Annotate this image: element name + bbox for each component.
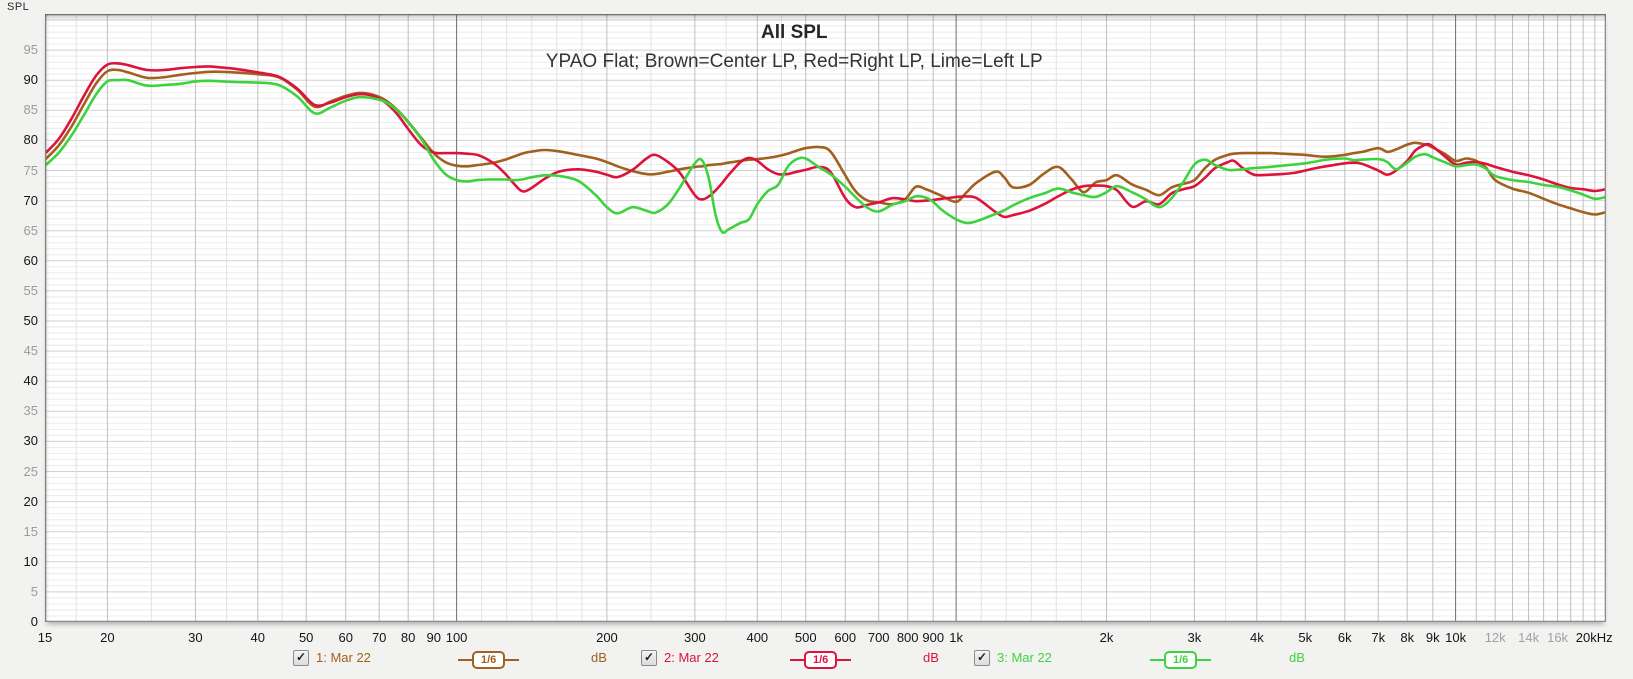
- x-tick-label: 100: [445, 630, 468, 645]
- x-tick-label: 7k: [1371, 630, 1386, 645]
- x-tick-label: 12k: [1484, 630, 1506, 645]
- legend-line-left-icon: [1150, 659, 1164, 661]
- legend-unit-1: dB: [591, 650, 607, 665]
- y-tick-label: 90: [23, 72, 38, 88]
- y-tick-label: 0: [30, 614, 38, 629]
- legend-label-1: 1: Mar 22: [316, 650, 371, 665]
- y-tick-label: 50: [23, 313, 38, 328]
- x-tick-label: 200: [596, 630, 618, 645]
- x-tick-label: 50: [298, 630, 314, 645]
- x-tick-label: 700: [867, 630, 890, 645]
- y-tick-label: 30: [23, 433, 38, 449]
- x-tick-label: 400: [746, 630, 769, 645]
- x-tick-label: 8k: [1400, 630, 1415, 645]
- x-tick-label: 80: [400, 630, 416, 645]
- legend-label-3: 3: Mar 22: [997, 650, 1052, 665]
- legend-unit-3: dB: [1289, 650, 1305, 665]
- x-tick-label: 16k: [1547, 630, 1569, 645]
- y-tick-label: 75: [23, 162, 38, 178]
- y-tick-label: 60: [23, 252, 38, 268]
- y-axis-title: SPL: [7, 1, 30, 13]
- x-tick-label: 40: [250, 630, 266, 645]
- legend-checkbox-1[interactable]: ✓: [293, 650, 309, 666]
- y-tick-label: 55: [23, 282, 38, 298]
- y-tick-label: 20: [23, 493, 38, 509]
- smoothing-badge-1[interactable]: 1/6: [458, 651, 520, 669]
- chart-subtitle: YPAO Flat; Brown=Center LP, Red=Right LP…: [545, 51, 1043, 72]
- x-tick-label: 2k: [1099, 630, 1114, 645]
- x-tick-label: 6k: [1337, 630, 1352, 645]
- smoothing-badge-2[interactable]: 1/6: [790, 651, 852, 669]
- spl-trace-center: [45, 68, 1606, 216]
- smoothing-badge-3[interactable]: 1/6: [1150, 651, 1212, 669]
- x-tick-label: 70: [371, 630, 387, 645]
- legend-line-left-icon: [458, 659, 472, 661]
- plot-area: All SPL YPAO Flat; Brown=Center LP, Red=…: [45, 14, 1606, 622]
- x-tick-label: 500: [794, 630, 817, 645]
- legend-line-right-icon: [837, 659, 852, 661]
- x-tick-label: 1k: [949, 630, 963, 645]
- x-tick-label: 4k: [1249, 630, 1264, 645]
- legend-label-2: 2: Mar 22: [664, 650, 719, 665]
- x-tick-label: 800: [896, 630, 919, 645]
- spl-chart-canvas: [45, 14, 1606, 622]
- legend-checkbox-2[interactable]: ✓: [641, 650, 657, 666]
- x-tick-label: 15: [37, 630, 53, 645]
- spl-trace-right: [45, 61, 1606, 219]
- x-tick-label: 10k: [1445, 630, 1467, 645]
- chart-title: All SPL: [761, 22, 828, 43]
- x-tick-label: 90: [426, 630, 441, 645]
- y-tick-label: 65: [23, 222, 38, 238]
- x-tick-label: 20: [100, 630, 115, 645]
- y-tick-label: 10: [23, 553, 38, 569]
- y-tick-label: 85: [23, 102, 38, 118]
- x-tick-label: 300: [684, 630, 706, 645]
- legend-bar: ✓ 1: Mar 22 1/6 dB ✓ 2: Mar 22 1/6 dB ✓ …: [0, 649, 1633, 675]
- y-tick-label: 15: [23, 523, 38, 539]
- y-tick-label: 70: [23, 192, 38, 208]
- x-tick-label: 3k: [1187, 630, 1202, 645]
- y-tick-label: 45: [23, 343, 38, 359]
- x-tick-label: 60: [338, 630, 353, 645]
- y-tick-label: 25: [23, 463, 38, 479]
- legend-line-right-icon: [1197, 659, 1212, 661]
- x-tick-label: 600: [834, 630, 857, 645]
- y-tick-label: 5: [30, 583, 38, 599]
- x-tick-label: 9k: [1425, 630, 1440, 645]
- y-tick-label: 80: [23, 132, 38, 148]
- x-tick-label: 14k: [1518, 630, 1540, 645]
- y-tick-label: 95: [23, 42, 38, 58]
- legend-line-right-icon: [505, 659, 520, 661]
- x-tick-label: 900: [922, 630, 945, 645]
- legend-unit-2: dB: [923, 650, 939, 665]
- y-tick-label: 40: [23, 373, 38, 389]
- y-tick-label: 35: [23, 403, 38, 419]
- legend-line-left-icon: [790, 659, 804, 661]
- spl-trace-left: [45, 78, 1606, 235]
- x-tick-label: 20kHz: [1575, 630, 1613, 645]
- legend-checkbox-3[interactable]: ✓: [974, 650, 990, 666]
- x-tick-label: 5k: [1298, 630, 1313, 645]
- x-tick-label: 30: [188, 630, 203, 645]
